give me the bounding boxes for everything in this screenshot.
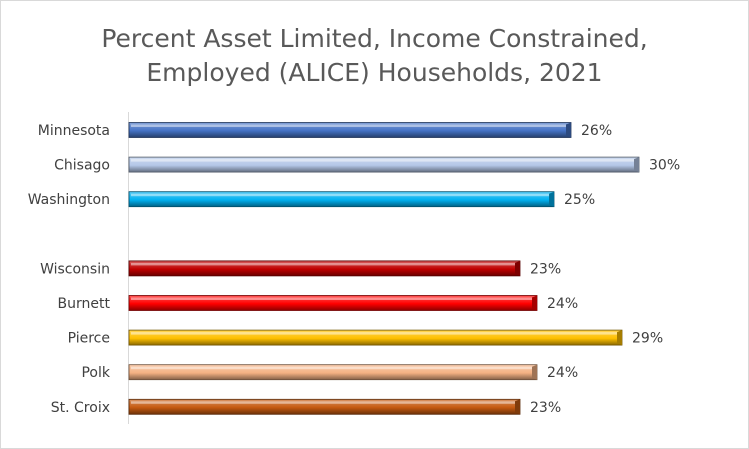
data-label: 25% <box>564 192 595 208</box>
category-label: Washington <box>28 192 110 208</box>
category-label: Wisconsin <box>40 261 110 277</box>
category-label: Chisago <box>54 158 110 174</box>
bar-end-cap <box>532 364 537 380</box>
bar-highlight <box>131 124 569 127</box>
bar-highlight <box>131 332 620 335</box>
category-label: Minnesota <box>38 123 110 139</box>
bar-highlight <box>131 159 637 162</box>
bar-end-cap <box>617 330 622 346</box>
bar-end-cap <box>532 295 537 311</box>
bar-highlight <box>131 366 535 370</box>
bar-highlight <box>131 193 552 197</box>
bar-end-cap <box>634 157 639 173</box>
bar-end-cap <box>549 191 554 207</box>
category-label: Polk <box>81 365 110 381</box>
category-label: Pierce <box>68 331 110 347</box>
bar-highlight <box>131 297 535 300</box>
data-label: 24% <box>547 365 578 381</box>
bar-end-cap <box>566 122 571 138</box>
bar-highlight <box>131 401 518 404</box>
category-label: St. Croix <box>51 400 110 416</box>
chart-title-line-1: Percent Asset Limited, Income Constraine… <box>101 24 648 53</box>
data-label: 29% <box>632 331 663 347</box>
data-label: 30% <box>649 158 680 174</box>
bar-end-cap <box>515 260 520 276</box>
data-label: 23% <box>530 400 561 416</box>
data-label: 26% <box>581 123 612 139</box>
chart-title: Percent Asset Limited, Income Constraine… <box>0 22 749 90</box>
bar-highlight <box>131 262 518 266</box>
data-label: 23% <box>530 261 561 277</box>
chart-title-line-2: Employed (ALICE) Households, 2021 <box>146 58 603 87</box>
category-label: Burnett <box>58 296 111 312</box>
bar-end-cap <box>515 399 520 415</box>
data-label: 24% <box>547 296 578 312</box>
